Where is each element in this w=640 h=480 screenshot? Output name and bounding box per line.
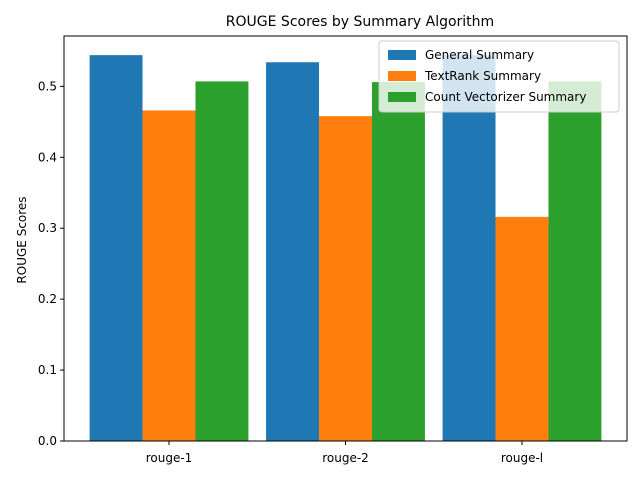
bar-rouge-2-series-2 <box>319 116 372 441</box>
legend: General Summary TextRank Summary Count Vec… <box>378 40 620 113</box>
bars-group <box>89 55 602 442</box>
y-tick-label: 0.2 <box>38 292 57 306</box>
bar-rouge-l-series-1 <box>442 55 496 442</box>
legend-label: Count Vectorizer Summary <box>425 90 586 104</box>
y-axis-ticks: 0.0 0.1 0.2 0.3 0.4 0.5 <box>38 79 64 448</box>
y-tick-label: 0.4 <box>38 150 57 164</box>
y-axis-label: ROUGE Scores <box>15 196 29 283</box>
y-tick-label: 0.5 <box>38 79 57 93</box>
x-tick-label: rouge-l <box>501 451 543 465</box>
legend-box <box>378 40 620 113</box>
x-tick-label: rouge-1 <box>146 451 193 465</box>
y-tick-label: 0.3 <box>38 221 57 235</box>
legend-swatch <box>388 92 416 102</box>
y-tick-label: 0.1 <box>38 363 57 377</box>
bar-rouge-2-series-3 <box>371 82 425 441</box>
chart-title: ROUGE Scores by Summary Algorithm <box>226 14 494 30</box>
legend-swatch <box>388 50 416 60</box>
bar-rouge-2-series-1 <box>266 62 320 441</box>
x-tick-label: rouge-2 <box>322 451 369 465</box>
x-axis-ticks: rouge-1 rouge-2 rouge-l <box>146 441 543 465</box>
bar-rouge-l-series-3 <box>548 81 602 441</box>
legend-label: General Summary <box>425 48 534 62</box>
bar-rouge-1-series-1 <box>89 55 143 442</box>
bar-rouge-l-series-2 <box>495 216 549 441</box>
legend-label: TextRank Summary <box>424 69 541 83</box>
plot-frame <box>63 35 628 442</box>
bar-rouge-1-series-3 <box>195 81 249 441</box>
y-tick-label: 0.0 <box>38 434 57 448</box>
legend-swatch <box>388 71 416 81</box>
bar-rouge-1-series-2 <box>142 110 196 441</box>
